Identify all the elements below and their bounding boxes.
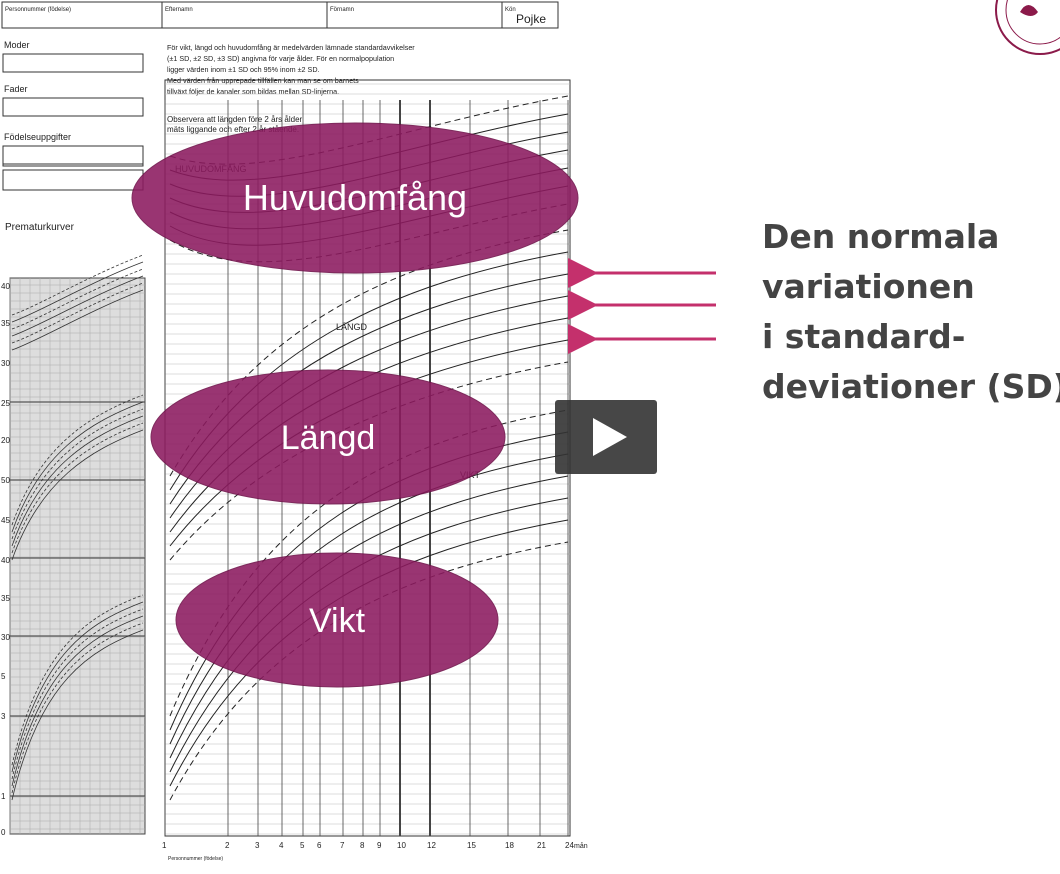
overlays: Huvudomfång Längd Vikt <box>131 122 579 688</box>
age-tick: 8 <box>360 841 365 850</box>
premature-curve <box>11 601 144 773</box>
sex-value: Pojke <box>516 12 546 26</box>
form-box <box>2 145 144 165</box>
overlay-ellipse <box>131 122 579 274</box>
form-field <box>1 1 163 29</box>
premature-tick: 45 <box>1 516 10 525</box>
premature-curve <box>11 261 144 323</box>
age-tick: 2 <box>225 841 230 850</box>
form-field <box>501 1 559 29</box>
intro-line: ligger värden inom ±1 SD och 95% inom ±2… <box>167 65 320 74</box>
premature-curve <box>11 422 144 554</box>
form-field <box>161 1 328 29</box>
growth-curve <box>169 453 569 745</box>
premature-curve <box>11 394 144 526</box>
premature-curve <box>11 615 144 787</box>
age-tick: 9 <box>377 841 382 850</box>
premature-tick: 40 <box>1 282 10 291</box>
premature-curve <box>11 594 144 766</box>
overlay-ellipse <box>175 552 499 688</box>
premature-curve <box>11 254 144 316</box>
note-line: Observera att längden före 2 års ålder <box>167 115 303 124</box>
premature-curve <box>11 268 144 330</box>
premature-curve <box>11 429 144 561</box>
age-tick: 12 <box>427 841 436 850</box>
section-title: Moder <box>4 40 30 50</box>
age-tick: 6 <box>317 841 322 850</box>
premature-tick: 30 <box>1 633 10 642</box>
age-tick: 3 <box>255 841 260 850</box>
intro-line: För vikt, längd och huvudomfång är medel… <box>167 43 415 52</box>
section-title: Födelseuppgifter <box>4 132 71 142</box>
premature-curve <box>11 408 144 540</box>
premature-curve <box>11 629 144 801</box>
premature-tick: 1 <box>1 792 6 801</box>
premature-tick: 30 <box>1 359 10 368</box>
intro-line: (±1 SD, ±2 SD, ±3 SD) angivna för varje … <box>167 54 394 63</box>
age-tick: 1 <box>162 841 167 850</box>
overlay-label: Vikt <box>309 602 366 640</box>
caption-line: i standard- <box>762 317 965 356</box>
premature-curve <box>11 608 144 780</box>
form-box <box>2 169 144 191</box>
age-tick: 15 <box>467 841 476 850</box>
field-label: Kön <box>505 7 516 13</box>
form-box <box>2 145 144 167</box>
section-title: Fader <box>4 84 28 94</box>
arrows <box>568 258 716 354</box>
form-box <box>2 53 144 73</box>
premature-tick: 35 <box>1 594 10 603</box>
age-tick: 5 <box>300 841 305 850</box>
age-tick: 21 <box>537 841 546 850</box>
play-button[interactable] <box>555 400 657 474</box>
premature-tick: 3 <box>1 712 6 721</box>
note-line: mäts liggande och efter 2 år stående. <box>167 125 299 134</box>
premature-tick: 20 <box>1 436 10 445</box>
chart-label: LÄNGD <box>336 322 368 332</box>
caption-line: deviationer (SD) <box>762 367 1060 406</box>
premature-curve <box>11 415 144 547</box>
premature-curve <box>11 622 144 794</box>
caption: Den normala variationen i standard-deviati… <box>762 217 1060 406</box>
premature-tick: 50 <box>1 476 10 485</box>
field-label: Förnamn <box>330 7 354 13</box>
overlay-label: Huvudomfång <box>243 177 467 218</box>
age-tick: 4 <box>279 841 284 850</box>
caption-line: Den normala <box>762 217 999 256</box>
premature-chart <box>9 277 146 835</box>
premature-tick: 0 <box>1 828 6 837</box>
field-label: Efternamn <box>165 7 193 13</box>
form-field <box>326 1 503 29</box>
overlay-ellipse <box>150 369 506 505</box>
premature-tick: 35 <box>1 319 10 328</box>
footer: Personnummer (födelse) <box>168 856 223 862</box>
premature-curve <box>11 289 144 351</box>
age-unit: mån <box>574 842 588 850</box>
age-tick: 24 <box>565 841 574 850</box>
logo <box>995 0 1060 55</box>
premature-curve <box>11 282 144 344</box>
premature-title: Prematurkurver <box>5 222 75 233</box>
form-box <box>2 97 144 117</box>
age-tick: 18 <box>505 841 514 850</box>
premature-curve <box>11 275 144 337</box>
age-tick: 10 <box>397 841 406 850</box>
premature-tick: 40 <box>1 556 10 565</box>
premature-tick: 25 <box>1 399 10 408</box>
premature-curve <box>11 401 144 533</box>
premature-tick: 5 <box>1 672 6 681</box>
intro-line: tillväxt följer de kanaler som bildas me… <box>167 87 339 96</box>
field-label: Personnummer (födelse) <box>5 7 71 13</box>
caption-line: variationen <box>762 267 975 306</box>
overlay-label: Längd <box>281 419 376 457</box>
age-tick: 7 <box>340 841 345 850</box>
